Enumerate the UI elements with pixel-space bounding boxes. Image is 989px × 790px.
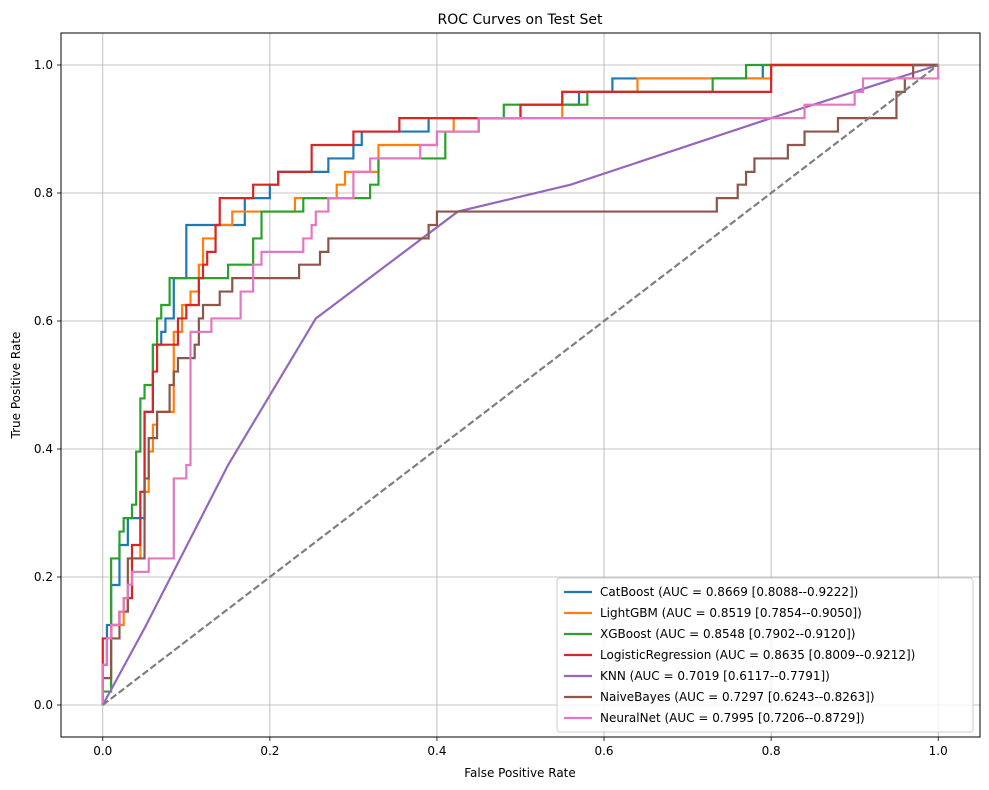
y-tick-label: 1.0: [34, 58, 53, 72]
chart-title: ROC Curves on Test Set: [438, 12, 603, 28]
y-tick-label: 0.4: [34, 442, 53, 456]
legend-label: XGBoost (AUC = 0.8548 [0.7902--0.9120]): [600, 627, 855, 641]
y-axis-label: True Positive Rate: [9, 332, 23, 440]
series-line: [101, 63, 939, 705]
legend-label: KNN (AUC = 0.7019 [0.6117--0.7791]): [600, 669, 830, 683]
y-tick-label: 0.2: [34, 570, 53, 584]
x-tick-label: 0.4: [427, 744, 446, 758]
y-tick-label: 0.6: [34, 314, 53, 328]
grid: [61, 33, 980, 737]
x-axis-label: False Positive Rate: [464, 766, 576, 780]
plot-frame: [60, 32, 981, 738]
legend-box: [556, 577, 974, 733]
legend-label: LogisticRegression (AUC = 0.8635 [0.8009…: [600, 648, 915, 662]
series-line: [101, 63, 939, 705]
reference-diagonal: [102, 64, 939, 706]
x-tick-label: 0.8: [762, 744, 781, 758]
legend: CatBoost (AUC = 0.8669 [0.8088--0.9222])…: [556, 577, 974, 733]
y-tick-label: 0.0: [34, 698, 53, 712]
legend-label: NaiveBayes (AUC = 0.7297 [0.6243--0.8263…: [600, 690, 875, 704]
x-tick-label: 1.0: [929, 744, 948, 758]
series-line: [101, 65, 940, 705]
legend-label: NeuralNet (AUC = 0.7995 [0.7206--0.8729]…: [600, 711, 865, 725]
x-tick-label: 0.2: [260, 744, 279, 758]
series-lines: [101, 63, 940, 706]
series-line: [101, 63, 939, 706]
legend-label: LightGBM (AUC = 0.8519 [0.7854--0.9050]): [600, 606, 862, 620]
x-tick-label: 0.6: [594, 744, 613, 758]
legend-label: CatBoost (AUC = 0.8669 [0.8088--0.9222]): [600, 585, 858, 599]
ticks: 0.0 0.2 0.4 0.6 0.8 1.0 0.0 0.2 0.4 0.6 0.8 1.0: [34, 58, 948, 758]
x-tick-label: 0.0: [93, 744, 112, 758]
y-tick-label: 0.8: [34, 186, 53, 200]
